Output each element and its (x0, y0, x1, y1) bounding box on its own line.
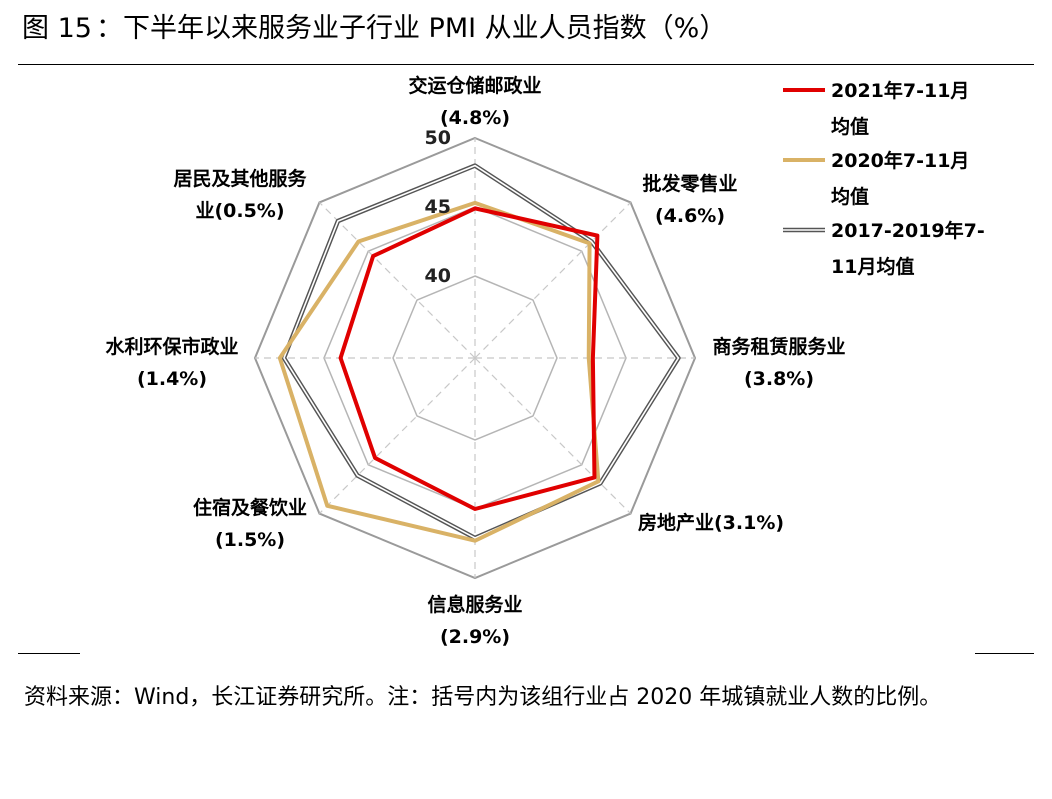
category-label: 商务租赁服务业 (712, 335, 845, 358)
category-share-label: (1.4%) (137, 368, 207, 390)
category-share-label: (3.8%) (744, 368, 814, 390)
chart-legend: 2021年7-11月均值 2020年7-11月均值 2017-2019年7- 11月均… (783, 79, 985, 278)
top-rule (18, 64, 1034, 65)
grid-spoke (319, 202, 476, 359)
source-note: 资料来源：Wind，长江证券研究所。注：括号内为该组行业占 2020 年城镇就业… (24, 685, 942, 710)
tick-label: 40 (425, 265, 451, 287)
radar-grid (253, 136, 697, 580)
category-label: 住宿及餐饮业 (193, 496, 307, 519)
radar-chart: 40 45 50 交运仓储邮政业 (4.8%) 批发零售业 (4.6%) 商务租赁服务业 (3… (105, 74, 985, 648)
category-share-label: 业(0.5%) (195, 200, 284, 222)
radar-series (277, 163, 681, 543)
category-label: 房地产业(3.1%) (638, 511, 784, 534)
tick-label: 45 (425, 196, 451, 218)
legend-label-line2: 均值 (831, 185, 869, 208)
category-share-label: (2.9%) (440, 626, 510, 648)
category-label: 居民及其他服务 (173, 167, 307, 190)
legend-label: 2020年7-11月 (831, 149, 969, 172)
legend-label-line2: 均值 (831, 115, 869, 138)
category-label: 信息服务业 (427, 593, 522, 616)
category-share-label: (4.6%) (655, 205, 725, 227)
series-line-2017-2019-inner (283, 164, 680, 539)
category-label: 批发零售业 (642, 172, 737, 195)
bottom-rule-right (975, 653, 1034, 654)
tick-label: 50 (425, 127, 451, 149)
grid-ring-min (392, 275, 558, 441)
figure-number: 15 (57, 13, 92, 44)
grid-spoke (474, 202, 631, 359)
category-label: 交运仓储邮政业 (408, 74, 541, 97)
grid-spoke (474, 357, 631, 514)
category-share-label: (4.8%) (440, 107, 510, 129)
bottom-rule-left (18, 653, 80, 654)
radar-category-labels: 交运仓储邮政业 (4.8%) 批发零售业 (4.6%) 商务租赁服务业 (3.8%) 房地产… (105, 74, 845, 648)
legend-label: 2017-2019年7- (831, 219, 985, 242)
legend-label: 2021年7-11月 (831, 79, 969, 102)
figure-label: 图 (22, 13, 49, 44)
category-label: 水利环保市政业 (105, 335, 238, 358)
legend-label-line2: 11月均值 (831, 255, 914, 278)
category-share-label: (1.5%) (215, 529, 285, 551)
grid-spoke (319, 357, 476, 514)
figure-title: 图 15 ：下半年以来服务业子行业 PMI 从业人员指数（%） (22, 12, 726, 46)
radar-ticks: 40 45 50 (425, 127, 451, 287)
figure-title-text: ：下半年以来服务业子行业 PMI 从业人员指数（%） (95, 13, 727, 44)
series-line-2021年7-11月 (338, 206, 600, 511)
series-line-2020年7-11月 (277, 200, 601, 543)
